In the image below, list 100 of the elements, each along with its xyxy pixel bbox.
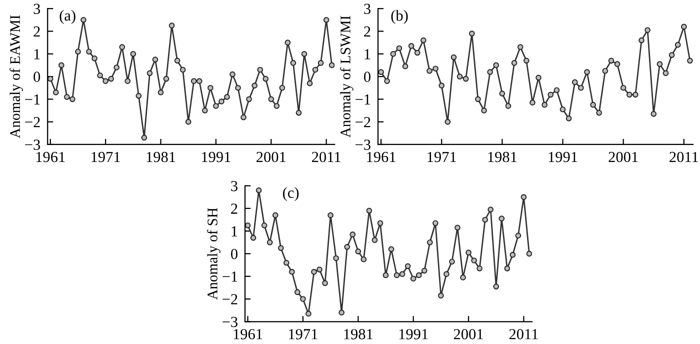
point [510, 252, 516, 258]
point [382, 272, 389, 278]
point [460, 274, 466, 280]
point [668, 52, 675, 58]
point [408, 43, 414, 49]
point [274, 103, 280, 109]
point [141, 134, 148, 141]
y-tick-label: 2 [231, 204, 238, 214]
point [536, 74, 542, 81]
point [245, 222, 251, 228]
point [644, 27, 650, 34]
annotation: (c) [282, 187, 299, 201]
x-tick-label: 1971 [428, 152, 456, 162]
y-tick-label: 3 [34, 4, 40, 14]
point [256, 187, 262, 194]
point [322, 280, 328, 286]
point [136, 92, 142, 99]
point [294, 289, 300, 296]
point [311, 268, 317, 275]
point [674, 42, 681, 48]
point [114, 64, 120, 70]
x-tick-label: 2001 [454, 329, 483, 340]
point [520, 194, 527, 200]
y-tick-label: 0 [364, 72, 370, 82]
point [301, 50, 308, 57]
x-tick-label: 1961 [367, 152, 396, 162]
point [481, 108, 487, 114]
point [687, 58, 693, 64]
annotation: (b) [391, 10, 408, 24]
y-tick-label: −1 [356, 94, 370, 104]
point [250, 234, 256, 241]
point [48, 76, 54, 82]
point [504, 266, 510, 272]
x-tick-label: 1981 [344, 329, 373, 340]
point [152, 56, 158, 62]
point [620, 84, 626, 91]
point [185, 118, 192, 125]
y-tick-label: 3 [231, 180, 238, 192]
y-tick-label: 2 [364, 26, 370, 37]
point [377, 220, 384, 226]
point [454, 224, 460, 231]
point [584, 69, 590, 75]
point [414, 50, 420, 56]
y-tick-label: −3 [356, 140, 370, 150]
point [626, 92, 632, 98]
point [355, 248, 362, 254]
y-tick-label: 1 [34, 49, 40, 60]
point [505, 103, 512, 109]
point [316, 266, 322, 272]
point [632, 92, 638, 98]
x-tick-label: 1991 [202, 152, 230, 162]
point [130, 50, 136, 57]
point [300, 296, 306, 302]
point [572, 79, 578, 86]
point [487, 69, 493, 75]
y-axis-title: Anomaly of EAWMI [10, 15, 24, 138]
point [681, 24, 687, 30]
point [318, 60, 324, 66]
point [493, 62, 500, 68]
point [224, 94, 230, 100]
y-tick-label: −2 [356, 117, 370, 128]
point [261, 222, 268, 228]
point [58, 62, 64, 68]
y-tick-label: 1 [232, 226, 238, 236]
point [328, 62, 335, 68]
point [323, 17, 330, 23]
point [590, 102, 596, 108]
point [432, 220, 438, 226]
point [196, 78, 202, 84]
point [488, 206, 494, 212]
point [338, 310, 344, 316]
point [75, 48, 81, 55]
point [450, 54, 457, 60]
point [235, 84, 241, 91]
point [119, 44, 126, 50]
point [230, 71, 236, 78]
point [511, 60, 518, 66]
point [52, 89, 59, 96]
point [333, 255, 339, 262]
point [560, 106, 566, 112]
point [421, 268, 428, 274]
x-tick-label: 1971 [92, 152, 120, 162]
point [163, 76, 170, 82]
point [530, 100, 536, 106]
y-tick-label: 3 [364, 4, 370, 14]
y-tick-label: −2 [222, 294, 238, 304]
point [499, 90, 506, 96]
point [213, 103, 219, 109]
point [614, 61, 620, 67]
point [328, 212, 334, 218]
point [476, 266, 482, 272]
y-axis-title: Anomaly of SH [207, 208, 220, 300]
point [426, 239, 433, 246]
point [596, 110, 602, 116]
point [306, 80, 313, 86]
y-tick-label: −1 [222, 272, 238, 282]
point [404, 263, 411, 270]
point [257, 66, 264, 73]
point [272, 212, 278, 218]
point [70, 96, 76, 102]
